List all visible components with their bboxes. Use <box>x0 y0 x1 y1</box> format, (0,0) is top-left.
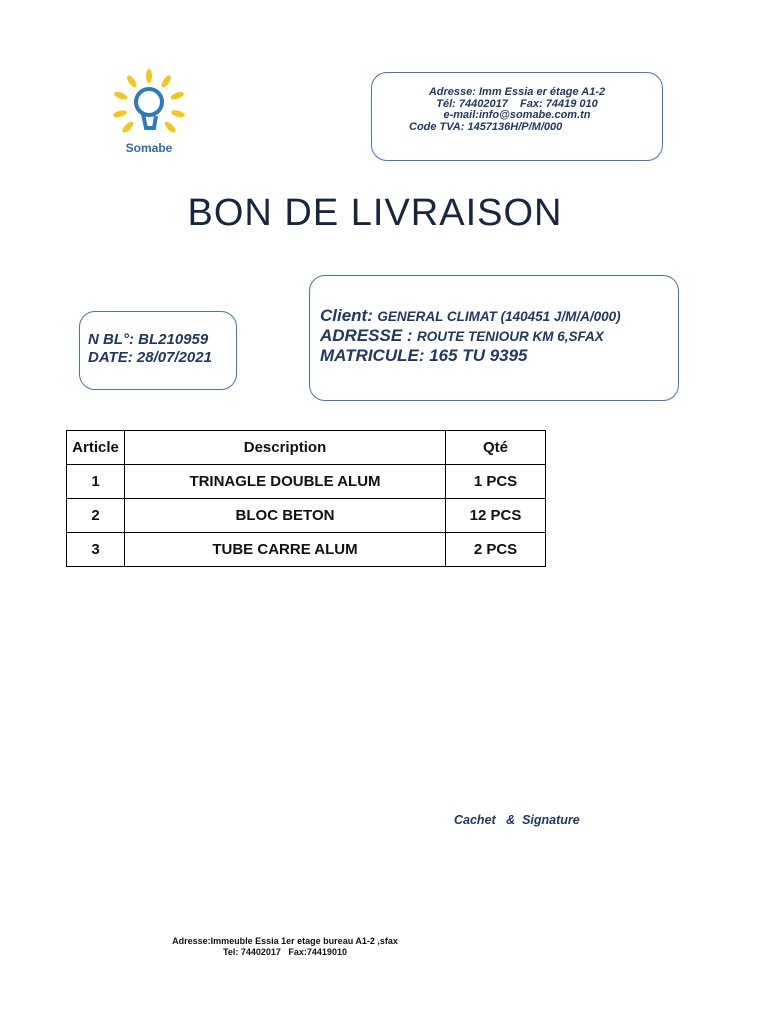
table-row: 3 TUBE CARRE ALUM 2 PCS <box>66 532 546 567</box>
logo-text: Somabe <box>125 141 173 155</box>
footer-phone-fax: Tel: 74402017 Fax:74419010 <box>223 946 347 957</box>
lightbulb-logo-icon <box>113 69 185 133</box>
client-info-box: Client: GENERAL CLIMAT (140451 J/M/A/000… <box>309 275 679 401</box>
company-phone-fax: Tél: 74402017 Fax: 74419 010 <box>436 97 598 110</box>
bl-number: N BL°: BL210959 <box>88 331 209 348</box>
cell-article: 1 <box>66 464 125 499</box>
client-name: GENERAL CLIMAT (140451 J/M/A/000) <box>377 309 621 324</box>
header-article: Article <box>66 430 125 465</box>
items-table: Article Description Qté 1 TRINAGLE DOUBL… <box>66 430 546 567</box>
table-header-row: Article Description Qté <box>66 430 546 465</box>
bl-date: DATE: 28/07/2021 <box>88 349 212 366</box>
cell-description: BLOC BETON <box>124 498 446 533</box>
cell-qty: 2 PCS <box>445 532 546 567</box>
cell-qty: 1 PCS <box>445 464 546 499</box>
company-address: Adresse: Imm Essia er étage A1-2 <box>428 86 606 98</box>
header-description: Description <box>124 430 446 465</box>
cell-article: 2 <box>66 498 125 533</box>
somabe-logo: Somabe <box>110 66 188 158</box>
table-row: 1 TRINAGLE DOUBLE ALUM 1 PCS <box>66 464 546 499</box>
cachet-signature-label: Cachet & Signature <box>454 813 580 827</box>
cell-description: TUBE CARRE ALUM <box>124 532 446 567</box>
cell-article: 3 <box>66 532 125 567</box>
cell-qty: 12 PCS <box>445 498 546 533</box>
footer: Adresse:Immeuble Essia 1er etage bureau … <box>160 936 410 957</box>
footer-address: Adresse:Immeuble Essia 1er etage bureau … <box>172 936 398 946</box>
header-qty: Qté <box>445 430 546 465</box>
cell-description: TRINAGLE DOUBLE ALUM <box>124 464 446 499</box>
client-label: Client: <box>320 306 373 325</box>
table-row: 2 BLOC BETON 12 PCS <box>66 498 546 533</box>
bl-info-box: N BL°: BL210959 DATE: 28/07/2021 <box>79 311 237 390</box>
company-tva: Code TVA: 1457136H/P/M/000 <box>409 120 563 133</box>
company-email: e-mail:info@somabe.com.tn <box>443 109 591 121</box>
address-label: ADRESSE : <box>320 326 413 345</box>
page-title: BON DE LIVRAISON <box>187 192 563 234</box>
company-info-box: Adresse: Imm Essia er étage A1-2 Tél: 74… <box>371 72 663 161</box>
client-matricule: MATRICULE: 165 TU 9395 <box>320 346 528 365</box>
client-address: ROUTE TENIOUR KM 6,SFAX <box>417 329 604 344</box>
